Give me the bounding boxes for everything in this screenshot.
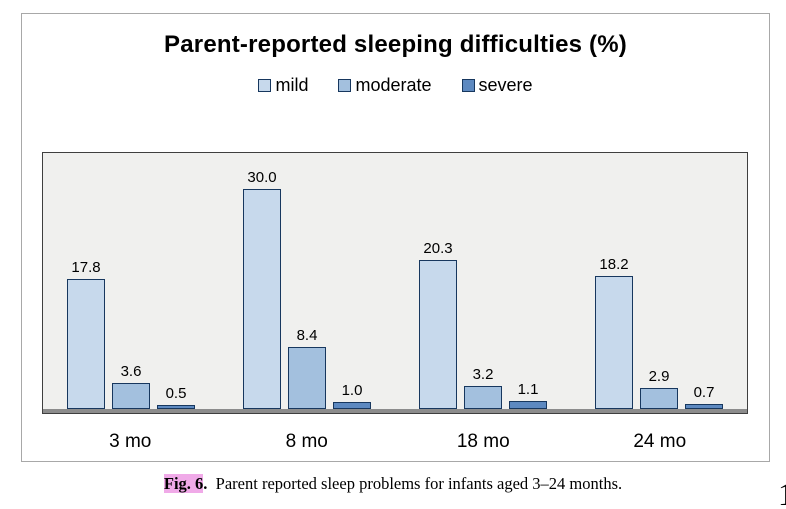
bar-group-3-mo: 17.8 3.6 0.5	[43, 153, 219, 413]
bar-value-label: 3.6	[120, 363, 142, 380]
bar-mild-24-mo: 18.2	[595, 153, 633, 413]
bar-rect	[685, 404, 723, 409]
bar-rect	[333, 402, 371, 409]
bar-rect	[243, 189, 281, 409]
bar-mild-8-mo: 30.0	[243, 153, 281, 413]
bar-rect	[640, 388, 678, 409]
figure-caption: Fig. 6. Parent reported sleep problems f…	[0, 474, 786, 494]
bar-value-label: 3.2	[472, 366, 494, 383]
x-tick-label-18-mo: 18 mo	[456, 431, 510, 452]
x-axis-labels: 3 mo 8 mo 18 mo 24 mo	[42, 422, 748, 453]
x-tick-label-8-mo: 8 mo	[285, 431, 328, 452]
legend-item-moderate: moderate	[338, 75, 432, 96]
x-tick-label-24-mo: 24 mo	[633, 431, 687, 452]
bar-rect	[112, 383, 150, 409]
chart-legend: mild moderate severe	[22, 75, 769, 96]
caption-text: Parent reported sleep problems for infan…	[215, 474, 623, 493]
legend-item-mild: mild	[258, 75, 308, 96]
bar-groups-container: 17.8 3.6 0.5 30.0 8.4 1.0 20.3 3.2 1.1 18.2 2.9 0.7	[43, 153, 747, 413]
bar-moderate-24-mo: 2.9	[640, 153, 678, 413]
x-axis-baseline	[43, 409, 747, 413]
legend-swatch-severe	[461, 79, 475, 92]
bar-moderate-8-mo: 8.4	[288, 153, 326, 413]
bar-rect	[464, 386, 502, 409]
bar-group-8-mo: 30.0 8.4 1.0	[219, 153, 395, 413]
caption-label-highlight: Fig. 6	[163, 474, 204, 493]
legend-label: mild	[275, 75, 309, 95]
bar-mild-18-mo: 20.3	[419, 153, 457, 413]
chart-title: Parent-reported sleeping difficulties (%…	[164, 31, 627, 58]
legend-swatch-mild	[258, 79, 272, 92]
bar-rect	[157, 405, 195, 409]
bar-mild-3-mo: 17.8	[67, 153, 105, 413]
caption-label-period: .	[203, 474, 208, 493]
bar-value-label: 8.4	[296, 327, 318, 344]
clipped-page-digit: 1	[778, 476, 786, 509]
bar-severe-8-mo: 1.0	[333, 153, 371, 413]
x-tick-label-3-mo: 3 mo	[109, 431, 152, 452]
bar-value-label: 20.3	[423, 240, 453, 257]
figure-panel: Parent-reported sleeping difficulties (%…	[21, 13, 770, 462]
bar-rect	[419, 260, 457, 409]
bar-value-label: 30.0	[247, 169, 277, 186]
bar-rect	[288, 347, 326, 409]
bar-group-24-mo: 18.2 2.9 0.7	[571, 153, 747, 413]
bar-value-label: 18.2	[599, 256, 629, 273]
bar-rect	[595, 276, 633, 409]
legend-label: moderate	[355, 75, 432, 95]
bar-moderate-18-mo: 3.2	[464, 153, 502, 413]
bar-rect	[509, 401, 547, 409]
bar-rect	[67, 279, 105, 409]
legend-swatch-moderate	[338, 79, 352, 92]
bar-value-label: 0.5	[165, 385, 187, 402]
legend-label: severe	[478, 75, 533, 95]
bar-severe-3-mo: 0.5	[157, 153, 195, 413]
bar-value-label: 1.0	[341, 382, 363, 399]
plot-area: 17.8 3.6 0.5 30.0 8.4 1.0 20.3 3.2 1.1 18.2 2.9 0.7	[42, 152, 748, 414]
bar-value-label: 1.1	[517, 381, 539, 398]
bar-severe-18-mo: 1.1	[509, 153, 547, 413]
bar-value-label: 0.7	[693, 384, 715, 401]
bar-group-18-mo: 20.3 3.2 1.1	[395, 153, 571, 413]
bar-value-label: 17.8	[71, 259, 101, 276]
legend-item-severe: severe	[461, 75, 533, 96]
bar-value-label: 2.9	[648, 368, 670, 385]
bar-severe-24-mo: 0.7	[685, 153, 723, 413]
bar-moderate-3-mo: 3.6	[112, 153, 150, 413]
